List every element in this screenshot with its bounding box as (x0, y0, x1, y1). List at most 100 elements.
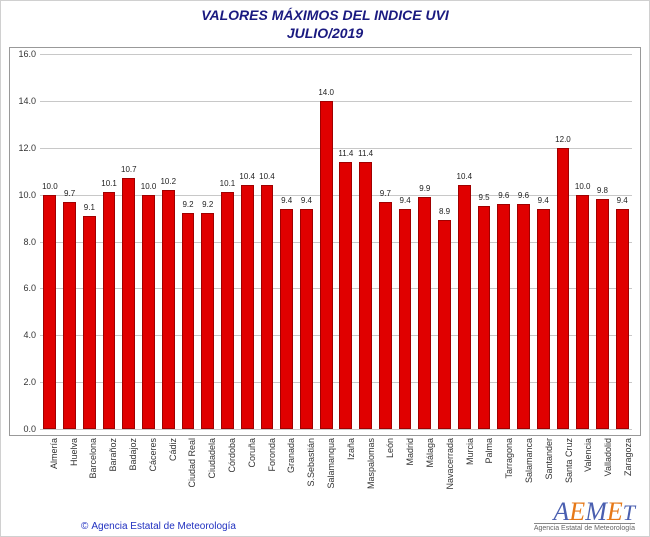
y-tick-label: 12.0 (12, 143, 36, 153)
bar-slot: 9.1 (79, 54, 99, 429)
bars-container: 10.09.79.110.110.710.010.29.29.210.110.4… (40, 54, 632, 429)
bar-value-label: 11.4 (358, 149, 373, 158)
bar: 9.4 (300, 209, 313, 429)
bar-value-label: 11.4 (338, 149, 353, 158)
x-tick-label: Cáceres (148, 438, 158, 472)
bar-slot: 10.1 (99, 54, 119, 429)
x-tick-label: Navacerrada (445, 438, 455, 490)
x-label-slot: S.Sebastián (296, 438, 316, 518)
y-tick-label: 10.0 (12, 190, 36, 200)
bar-slot: 10.0 (40, 54, 60, 429)
bar-slot: 9.4 (533, 54, 553, 429)
bar: 9.1 (83, 216, 96, 429)
bar: 10.0 (576, 195, 589, 429)
x-tick-label: Ciudadela (207, 438, 217, 479)
x-tick-label: Barcelona (88, 438, 98, 479)
x-tick-label: Granada (286, 438, 296, 473)
bar-slot: 8.9 (435, 54, 455, 429)
bar-value-label: 10.1 (220, 179, 236, 188)
bar: 10.1 (221, 192, 234, 429)
x-tick-label: Huelva (69, 438, 79, 466)
bar: 10.2 (162, 190, 175, 429)
bar: 9.7 (379, 202, 392, 429)
bar-slot: 9.2 (178, 54, 198, 429)
bar-value-label: 9.4 (400, 196, 411, 205)
x-label-slot: Badajoz (118, 438, 138, 518)
bar-slot: 9.4 (297, 54, 317, 429)
x-label-slot: Navacerrada (435, 438, 455, 518)
y-tick-label: 6.0 (12, 283, 36, 293)
bar-value-label: 9.7 (64, 189, 75, 198)
bar-slot: 9.8 (593, 54, 613, 429)
x-label-slot: Tarragona (494, 438, 514, 518)
x-label-slot: Coruña (237, 438, 257, 518)
bar: 12.0 (557, 148, 570, 429)
bar-slot: 9.7 (375, 54, 395, 429)
y-tick-label: 4.0 (12, 330, 36, 340)
bar-slot: 9.2 (198, 54, 218, 429)
plot-area: 10.09.79.110.110.710.010.29.29.210.110.4… (9, 47, 641, 436)
x-label-slot: Barañoz (98, 438, 118, 518)
bar: 11.4 (359, 162, 372, 429)
bar-slot: 10.1 (218, 54, 238, 429)
bar: 10.4 (261, 185, 274, 429)
x-label-slot: Almería (39, 438, 59, 518)
bar-slot: 10.4 (454, 54, 474, 429)
bar-slot: 9.5 (474, 54, 494, 429)
bar: 9.4 (537, 209, 550, 429)
x-tick-label: Valencia (583, 438, 593, 472)
bar-slot: 11.4 (336, 54, 356, 429)
bar-slot: 10.4 (257, 54, 277, 429)
bar-slot: 9.7 (60, 54, 80, 429)
x-tick-label: Badajoz (128, 438, 138, 471)
bar-value-label: 9.9 (419, 184, 430, 193)
aemet-logo: AEMET Agencia Estatal de Meteorología (534, 500, 635, 532)
x-tick-label: Coruña (247, 438, 257, 468)
x-label-slot: León (376, 438, 396, 518)
bar: 9.5 (478, 206, 491, 429)
bar: 9.4 (399, 209, 412, 429)
x-label-slot: Murcia (455, 438, 475, 518)
bar-slot: 11.4 (356, 54, 376, 429)
x-tick-label: Murcia (465, 438, 475, 465)
bar-value-label: 9.2 (182, 200, 193, 209)
bar: 9.4 (616, 209, 629, 429)
bar: 9.2 (182, 213, 195, 429)
bar: 9.6 (497, 204, 510, 429)
x-label-slot: Córdoba (217, 438, 237, 518)
x-tick-label: Ciudad Real (187, 438, 197, 488)
x-label-slot: Ciudad Real (178, 438, 198, 518)
x-tick-label: Maspalomas (366, 438, 376, 489)
bar-slot: 10.4 (237, 54, 257, 429)
bar: 9.6 (517, 204, 530, 429)
title-line-2: JULIO/2019 (1, 25, 649, 43)
bar-value-label: 10.0 (141, 182, 157, 191)
bar-slot: 9.6 (514, 54, 534, 429)
x-tick-label: Valladolid (603, 438, 613, 476)
bar-value-label: 9.5 (478, 193, 489, 202)
bar-value-label: 9.4 (281, 196, 292, 205)
x-label-slot: Cáceres (138, 438, 158, 518)
x-tick-label: Zaragoza (623, 438, 633, 476)
x-label-slot: Salamanca (514, 438, 534, 518)
title-line-1: VALORES MÁXIMOS DEL INDICE UVI (1, 7, 649, 25)
y-tick-label: 14.0 (12, 96, 36, 106)
bar: 10.4 (241, 185, 254, 429)
bar-slot: 9.6 (494, 54, 514, 429)
bar-value-label: 10.1 (101, 179, 117, 188)
bar-value-label: 10.7 (121, 165, 137, 174)
bar-slot: 12.0 (553, 54, 573, 429)
bar-value-label: 9.4 (301, 196, 312, 205)
gridline (40, 429, 632, 430)
chart-frame: VALORES MÁXIMOS DEL INDICE UVI JULIO/201… (0, 0, 650, 537)
bar-value-label: 9.8 (597, 186, 608, 195)
bar-value-label: 8.9 (439, 207, 450, 216)
y-tick-label: 16.0 (12, 49, 36, 59)
credit-line: ©Agencia Estatal de Meteorología (81, 521, 236, 532)
chart-title-block: VALORES MÁXIMOS DEL INDICE UVI JULIO/201… (1, 1, 649, 42)
x-label-slot: Madrid (395, 438, 415, 518)
x-label-slot: Ciudadela (197, 438, 217, 518)
x-label-slot: Cádiz (158, 438, 178, 518)
bar-slot: 9.4 (612, 54, 632, 429)
bar-value-label: 9.4 (538, 196, 549, 205)
